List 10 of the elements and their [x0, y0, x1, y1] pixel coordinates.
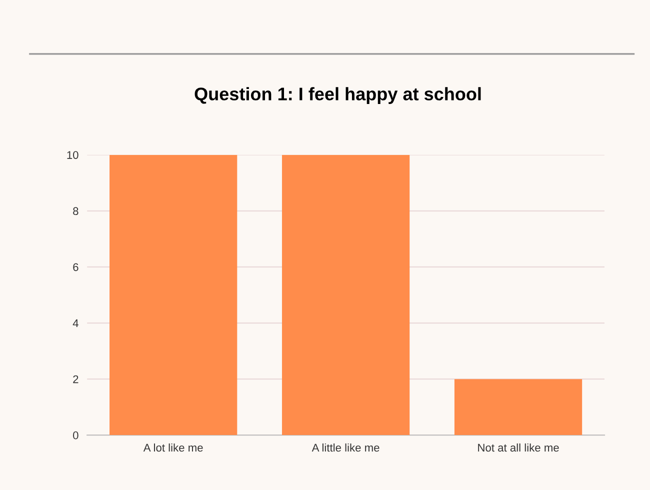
x-tick-label: A lot like me: [143, 443, 203, 452]
y-tick-label: 0: [73, 431, 78, 440]
x-tick-label: A little like me: [312, 443, 380, 452]
y-tick-label: 8: [73, 207, 78, 216]
x-tick-label: Not at all like me: [478, 443, 559, 452]
chart-title: Question 1: I feel happy at school: [194, 87, 481, 104]
y-tick-label: 6: [73, 263, 78, 272]
y-tick-label: 10: [67, 151, 78, 159]
y-tick-label: 2: [73, 375, 78, 384]
y-tick-label: 4: [72, 319, 78, 328]
